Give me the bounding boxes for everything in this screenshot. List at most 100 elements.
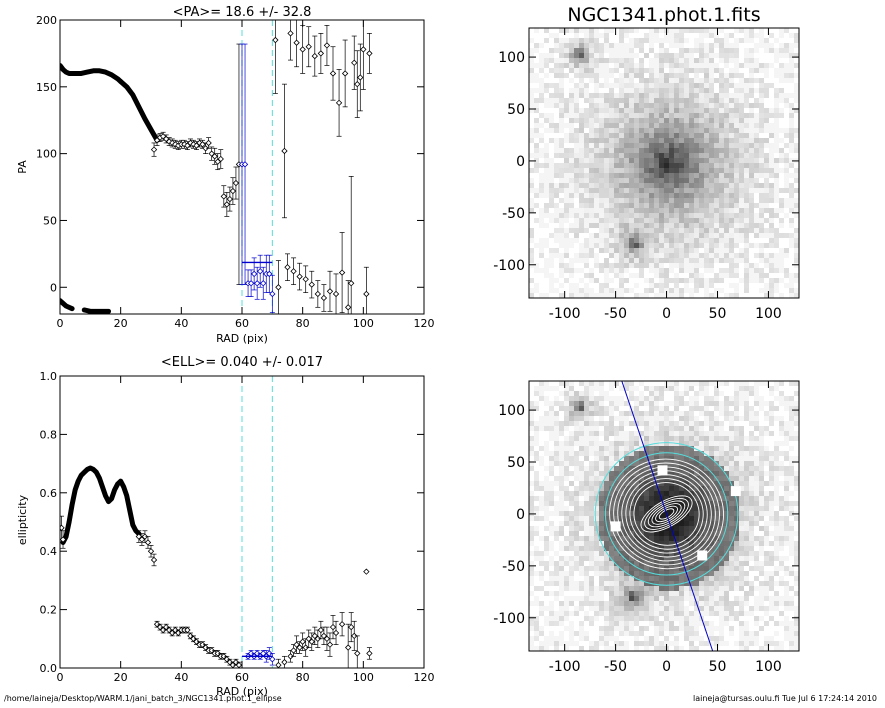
image-pixel	[679, 158, 684, 163]
image-pixel	[789, 63, 794, 68]
image-pixel	[694, 108, 699, 113]
image-pixel	[584, 138, 589, 143]
x-tick-label: 20	[114, 671, 128, 684]
image-pixel	[564, 471, 569, 476]
image-pixel	[584, 223, 589, 228]
image-pixel	[744, 258, 749, 263]
image-pixel	[639, 248, 644, 253]
data-point	[172, 141, 179, 148]
image-pixel	[754, 401, 759, 406]
image-pixel	[554, 153, 559, 158]
image-pixel	[634, 501, 639, 506]
image-pixel	[794, 516, 799, 521]
image-pixel	[674, 421, 679, 426]
image-pixel	[719, 138, 724, 143]
image-pixel	[619, 481, 624, 486]
image-pixel	[614, 68, 619, 73]
image-pixel	[654, 421, 659, 426]
image-pixel	[624, 416, 629, 421]
image-pixel	[709, 188, 714, 193]
image-pixel	[724, 536, 729, 541]
image-pixel	[684, 233, 689, 238]
image-pixel	[654, 283, 659, 288]
image-pixel	[759, 83, 764, 88]
image-pixel	[689, 436, 694, 441]
image-pixel	[684, 561, 689, 566]
image-pixel	[614, 48, 619, 53]
image-pixel	[759, 158, 764, 163]
image-pixel	[564, 476, 569, 481]
image-pixel	[654, 148, 659, 153]
image-pixel	[629, 193, 634, 198]
image-pixel	[609, 28, 614, 33]
image-pixel	[744, 208, 749, 213]
image-pixel	[664, 531, 669, 536]
image-pixel	[649, 88, 654, 93]
image-pixel	[749, 263, 754, 268]
image-pixel	[679, 83, 684, 88]
image-pixel	[629, 78, 634, 83]
image-pixel	[789, 501, 794, 506]
image-pixel	[629, 456, 634, 461]
image-pixel	[569, 386, 574, 391]
image-pixel	[724, 123, 729, 128]
image-pixel	[564, 213, 569, 218]
image-pixel	[594, 293, 599, 298]
image-pixel	[734, 48, 739, 53]
data-point	[348, 280, 355, 287]
image-pixel	[574, 53, 579, 58]
image-pixel	[614, 143, 619, 148]
image-pixel	[614, 63, 619, 68]
image-pixel	[744, 491, 749, 496]
image-pixel	[699, 486, 704, 491]
image-pixel	[769, 571, 774, 576]
image-pixel	[729, 273, 734, 278]
image-pixel	[559, 38, 564, 43]
image-pixel	[714, 218, 719, 223]
image-pixel	[789, 526, 794, 531]
image-pixel	[684, 248, 689, 253]
image-pixel	[589, 401, 594, 406]
image-pixel	[754, 381, 759, 386]
image-pixel	[604, 481, 609, 486]
image-pixel	[584, 386, 589, 391]
image-pixel	[754, 98, 759, 103]
image-pixel	[564, 153, 569, 158]
image-pixel	[544, 53, 549, 58]
image-pixel	[769, 451, 774, 456]
image-pixel	[669, 536, 674, 541]
image-pixel	[664, 421, 669, 426]
image-pixel	[739, 228, 744, 233]
image-pixel	[579, 243, 584, 248]
image-pixel	[544, 188, 549, 193]
image-pixel	[774, 471, 779, 476]
image-pixel	[569, 273, 574, 278]
image-pixel	[624, 208, 629, 213]
image-pixel	[734, 268, 739, 273]
image-pixel	[694, 238, 699, 243]
image-pixel	[654, 138, 659, 143]
image-pixel	[644, 108, 649, 113]
image-pixel	[599, 576, 604, 581]
image-pixel	[779, 128, 784, 133]
image-pixel	[534, 108, 539, 113]
image-pixel	[744, 501, 749, 506]
data-point	[223, 656, 230, 663]
image-pixel	[659, 218, 664, 223]
image-pixel	[624, 193, 629, 198]
image-pixel	[624, 471, 629, 476]
image-pixel	[684, 243, 689, 248]
image-pixel	[654, 28, 659, 33]
image-pixel	[614, 511, 619, 516]
image-pixel	[589, 208, 594, 213]
image-pixel	[689, 123, 694, 128]
image-pixel	[714, 43, 719, 48]
image-pixel	[579, 411, 584, 416]
image-pixel	[689, 178, 694, 183]
image-pixel	[584, 33, 589, 38]
image-pixel	[709, 153, 714, 158]
image-pixel	[574, 426, 579, 431]
image-pixel	[559, 168, 564, 173]
image-pixel	[719, 238, 724, 243]
image-pixel	[529, 401, 534, 406]
